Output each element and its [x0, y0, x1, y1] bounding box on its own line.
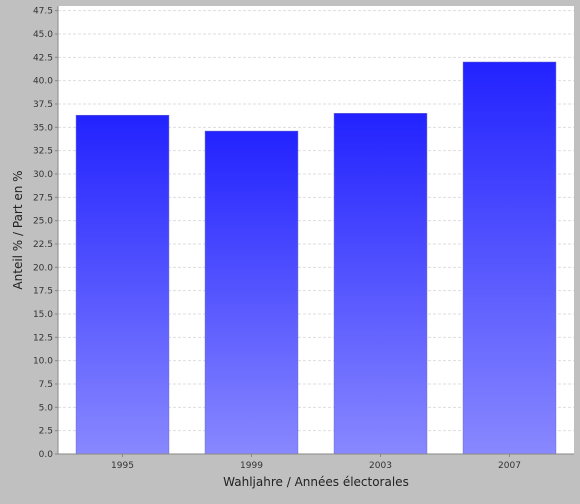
x-tick-label: 2003: [369, 461, 392, 471]
bar-2007: [462, 61, 557, 455]
x-axis-title: Wahljahre / Années électorales: [223, 475, 409, 489]
x-tick-label: 2007: [498, 461, 521, 471]
x-tick-label: 1999: [240, 461, 263, 471]
y-tick-label: 45.0: [33, 30, 53, 40]
y-tick-label: 17.5: [33, 287, 53, 297]
y-tick-label: 5.0: [39, 403, 54, 413]
bar-1995: [75, 114, 170, 455]
x-tick-label: 1995: [111, 461, 134, 471]
y-tick-label: 35.0: [33, 123, 53, 133]
y-tick-label: 10.0: [33, 357, 53, 367]
bar-2003: [333, 113, 428, 455]
y-tick-label: 20.0: [33, 263, 53, 273]
y-tick-label: 47.5: [33, 7, 53, 17]
y-tick-label: 0.0: [39, 450, 54, 460]
y-tick-label: 15.0: [33, 310, 53, 320]
y-tick-label: 7.5: [39, 380, 53, 390]
y-tick-label: 37.5: [33, 100, 53, 110]
y-tick-label: 12.5: [33, 333, 53, 343]
y-ticks: 0.0 2.5 5.0 7.5 10.0 12.5 15.0 17.5 20.0 22.5 25.0…: [33, 7, 58, 460]
y-tick-label: 40.0: [33, 77, 53, 87]
x-ticks: 1995 1999 2003 2007: [111, 454, 521, 471]
y-tick-label: 42.5: [33, 53, 53, 63]
y-tick-label: 32.5: [33, 147, 53, 157]
y-tick-label: 27.5: [33, 193, 53, 203]
bar-1999: [204, 130, 299, 455]
y-tick-label: 22.5: [33, 240, 53, 250]
bars: [75, 61, 557, 455]
y-tick-label: 30.0: [33, 170, 53, 180]
y-tick-label: 25.0: [33, 217, 53, 227]
y-tick-label: 2.5: [39, 427, 53, 437]
y-axis-title: Anteil % / Part en %: [11, 170, 25, 289]
